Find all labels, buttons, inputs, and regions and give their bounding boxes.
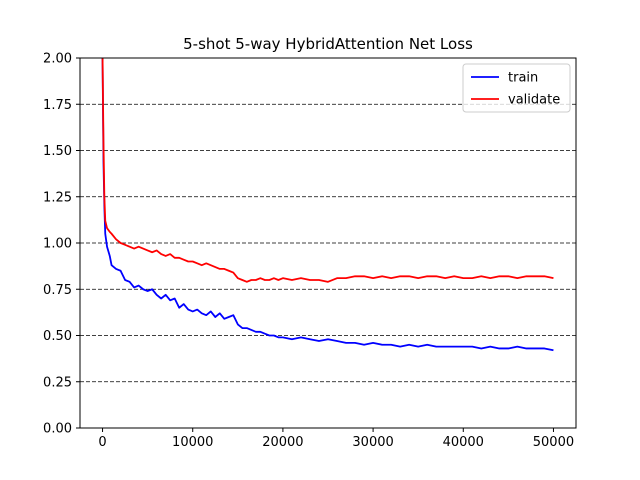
y-tick-label: 0.25: [43, 375, 72, 390]
x-tick-label: 20000: [262, 435, 303, 450]
legend-box: [462, 63, 571, 113]
x-tick-label: 50000: [533, 435, 574, 450]
y-tick-label: 1.25: [43, 190, 72, 205]
x-tick-label: 40000: [443, 435, 484, 450]
y-tick-label: 1.75: [43, 98, 72, 113]
legend-label-train: train: [508, 71, 538, 86]
legend-label-validate: validate: [508, 93, 560, 108]
chart-title: 5-shot 5-way HybridAttention Net Loss: [183, 35, 473, 53]
series-line-validate: [101, 58, 554, 283]
y-tick-label: 1.00: [43, 237, 72, 252]
legend: train validate: [462, 63, 571, 113]
y-tick-label: 0.75: [43, 283, 72, 298]
y-tick-label: 2.00: [43, 52, 72, 67]
y-tick-label: 0.00: [43, 422, 72, 437]
y-tick-label: 1.50: [43, 144, 72, 159]
x-tick-label: 0: [98, 435, 106, 450]
tick-layer: 0.00 0.25 0.50 0.75 1.00 1.25 1.50 1.75 2.00 0 100…: [43, 52, 574, 451]
series-line-train: [101, 58, 554, 352]
y-tick-label: 0.50: [43, 329, 72, 344]
series-layer: [101, 58, 554, 352]
x-tick-label: 10000: [172, 435, 213, 450]
x-tick-label: 30000: [352, 435, 393, 450]
